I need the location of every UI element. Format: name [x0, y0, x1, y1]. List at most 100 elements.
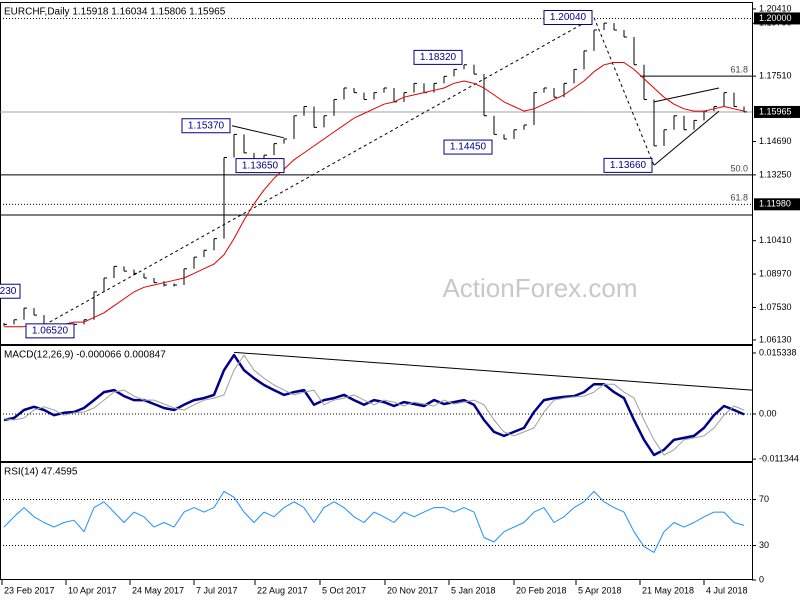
annotation-label: 1.06520 [32, 326, 69, 337]
price-bar [273, 143, 277, 156]
annotation-box [25, 323, 75, 339]
annotation-label: 1.13650 [242, 160, 279, 171]
price-bar [513, 129, 517, 139]
y-tick-label: 1.14690 [759, 136, 792, 146]
y-tick-label: 1.10410 [759, 235, 792, 245]
y-tick-label: 0.00 [759, 408, 777, 418]
y-tick-label: 1.08970 [759, 268, 792, 278]
x-tick-label: 10 Apr 2017 [68, 585, 117, 595]
price-marker [754, 105, 800, 118]
annotation-label: 230 [0, 286, 17, 297]
price-marker [754, 12, 800, 25]
price-bar [483, 74, 487, 117]
y-tick-label: 1.17510 [759, 71, 792, 81]
x-tick-label: 23 Feb 2017 [4, 585, 55, 595]
price-marker-label: 1.11980 [759, 199, 791, 209]
price-bar [463, 64, 467, 70]
price-bar [153, 278, 157, 284]
annotation-label: 1.18320 [420, 52, 457, 63]
price-bar [583, 50, 587, 70]
y-tick-label: 1.13250 [759, 169, 792, 179]
price-bar [283, 138, 287, 144]
price-bar [13, 319, 17, 325]
price-bar [373, 92, 377, 100]
price-bar [603, 22, 607, 31]
annotation-label: 1.15370 [188, 120, 225, 131]
x-tick-label: 5 Apr 2018 [578, 585, 622, 595]
price-marker-label: 1.20000 [759, 13, 792, 23]
price-bar [613, 23, 617, 31]
y-tick-label: 30 [759, 540, 769, 550]
x-tick-label: 5 Jan 2018 [451, 585, 496, 595]
price-bar [693, 119, 697, 130]
price-marker [754, 198, 800, 211]
x-tick-label: 24 May 2017 [132, 585, 184, 595]
price-bar [173, 283, 177, 287]
price-bar [543, 87, 547, 93]
price-bar [553, 87, 557, 98]
price-bar [643, 64, 647, 101]
price-bar [383, 87, 387, 93]
price-bar [333, 99, 337, 116]
annotation-box [181, 118, 231, 134]
series-line [3, 353, 745, 457]
price-bar [723, 92, 727, 107]
watermark: ActionForex.com [442, 273, 637, 303]
price-bar [363, 92, 367, 101]
price-bar [133, 269, 137, 275]
price-bar [343, 87, 347, 100]
y-tick-label: 70 [759, 494, 769, 504]
level-label: 50.0 [730, 163, 748, 173]
price-bar [163, 281, 167, 287]
price-bar [3, 322, 7, 326]
trend-line [653, 87, 720, 103]
price-bar [213, 238, 217, 251]
panel-frame [0, 462, 753, 580]
price-bar [23, 307, 27, 320]
annotation-box [603, 157, 653, 173]
price-bar [103, 277, 107, 292]
price-bar [623, 30, 627, 38]
y-tick-label: 0 [759, 574, 764, 584]
price-bar [673, 115, 677, 130]
price-bar [323, 115, 327, 128]
annotation-label: 1.14450 [450, 142, 487, 153]
price-bar [353, 87, 357, 94]
price-bar [593, 29, 597, 51]
price-bar [233, 133, 237, 158]
price-bar [113, 265, 117, 279]
price-bar [203, 249, 207, 258]
trend-line [593, 17, 655, 166]
trend-line [33, 17, 595, 332]
x-tick-label: 22 Aug 2017 [257, 585, 308, 595]
panel-frame [0, 345, 753, 462]
price-marker-label: 1.15965 [759, 106, 792, 116]
price-bar [523, 124, 527, 130]
y-tick-label: 1.20410 [759, 3, 792, 13]
level-label: 61.8 [730, 193, 748, 203]
annotation-label: 1.20040 [550, 12, 587, 23]
x-tick-label: 21 May 2018 [642, 585, 694, 595]
price-bar [443, 75, 447, 84]
level-label: 61.8 [730, 65, 748, 75]
trend-line [231, 125, 285, 139]
panel-title: RSI(14) 47.4595 [4, 467, 78, 478]
price-bar [493, 115, 497, 135]
price-bar [653, 99, 657, 147]
price-bar [123, 266, 127, 272]
annotation-box [413, 49, 463, 65]
price-bar [433, 82, 437, 93]
price-bar [93, 291, 97, 320]
price-bar [633, 36, 637, 66]
x-tick-label: 5 Oct 2017 [322, 585, 366, 595]
x-tick-label: 7 Jul 2017 [196, 585, 238, 595]
price-bar [733, 92, 737, 108]
price-bar [453, 68, 457, 77]
annotation-box [543, 10, 593, 26]
price-bar [223, 157, 227, 239]
price-bar [503, 134, 507, 140]
price-bar [573, 68, 577, 84]
panel-title: EURCHF,Daily 1.15918 1.16034 1.15806 1.1… [4, 7, 226, 18]
